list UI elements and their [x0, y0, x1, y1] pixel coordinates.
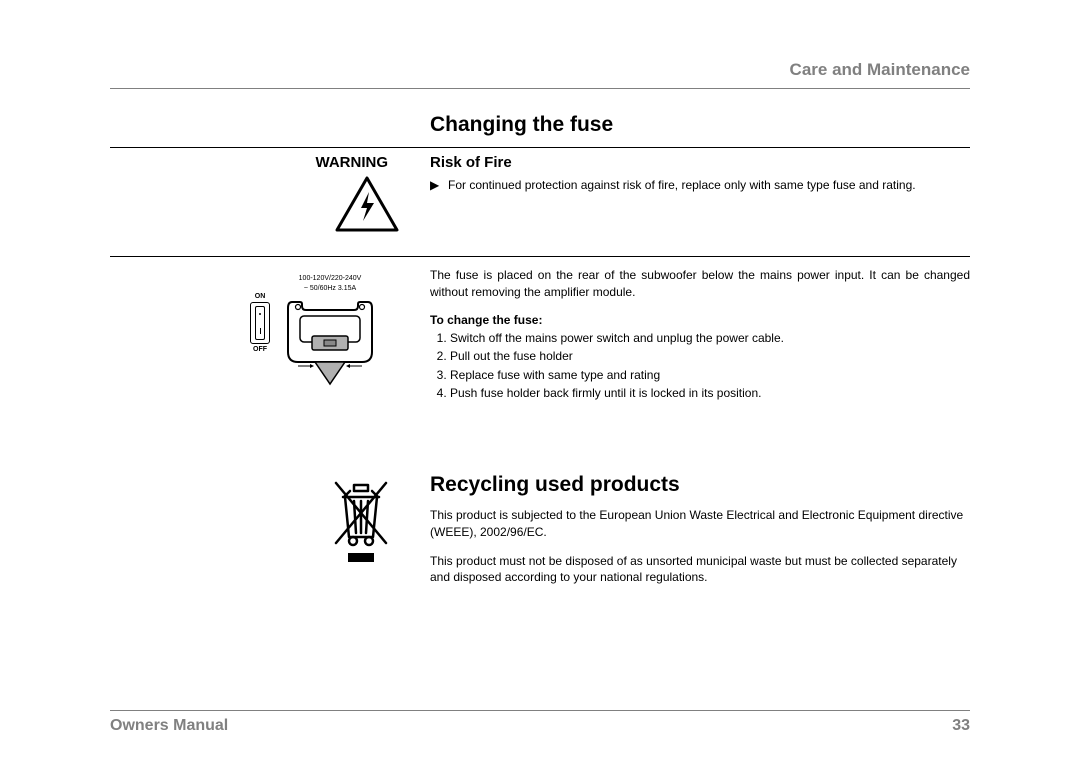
page-header: Care and Maintenance [110, 60, 970, 89]
electrical-hazard-icon [334, 175, 400, 233]
recycling-para1: This product is subjected to the Europea… [430, 507, 970, 541]
warning-label: WARNING [110, 154, 430, 171]
risk-title: Risk of Fire [430, 154, 970, 171]
steps-list: Switch off the mains power switch and un… [430, 329, 970, 403]
section-title: Care and Maintenance [790, 60, 970, 79]
recycling-section: Recycling used products This product is … [110, 473, 970, 598]
footer-left: Owners Manual [110, 717, 228, 735]
power-switch-icon [250, 302, 270, 344]
step-item: Switch off the mains power switch and un… [450, 329, 970, 348]
risk-bullet-row: ▶ For continued protection against risk … [430, 177, 970, 193]
recycling-para2: This product must not be disposed of as … [430, 553, 970, 587]
fuse-section: Changing the fuse [110, 113, 970, 147]
recycling-heading: Recycling used products [430, 473, 970, 497]
frequency-rating: ~ 50/60Hz 3.15A [280, 285, 380, 293]
step-item: Pull out the fuse holder [450, 347, 970, 366]
step-item: Replace fuse with same type and rating [450, 366, 970, 385]
warning-block: WARNING Risk of Fire ▶ For continued pro… [110, 152, 970, 238]
divider [110, 147, 970, 148]
fuse-body: ON OFF 100-120V/220-240V ~ 50/60Hz 3.15A [110, 267, 970, 403]
switch-off-label: OFF [253, 346, 267, 353]
divider [110, 256, 970, 257]
manual-page: Care and Maintenance Changing the fuse W… [0, 0, 1080, 775]
risk-bullet-text: For continued protection against risk of… [448, 177, 916, 193]
weee-bin-icon [330, 475, 392, 565]
fuse-diagram: ON OFF 100-120V/220-240V ~ 50/60Hz 3.15A [110, 275, 430, 394]
step-item: Push fuse holder back firmly until it is… [450, 384, 970, 403]
fuse-heading: Changing the fuse [430, 113, 970, 137]
fuse-intro: The fuse is placed on the rear of the su… [430, 267, 970, 301]
steps-title: To change the fuse: [430, 313, 970, 327]
triangle-bullet-icon: ▶ [430, 177, 448, 193]
voltage-rating: 100-120V/220-240V [280, 275, 380, 283]
fuse-holder-icon [280, 294, 380, 389]
page-footer: Owners Manual 33 [110, 710, 970, 735]
switch-on-label: ON [255, 293, 266, 300]
page-number: 33 [952, 717, 970, 735]
